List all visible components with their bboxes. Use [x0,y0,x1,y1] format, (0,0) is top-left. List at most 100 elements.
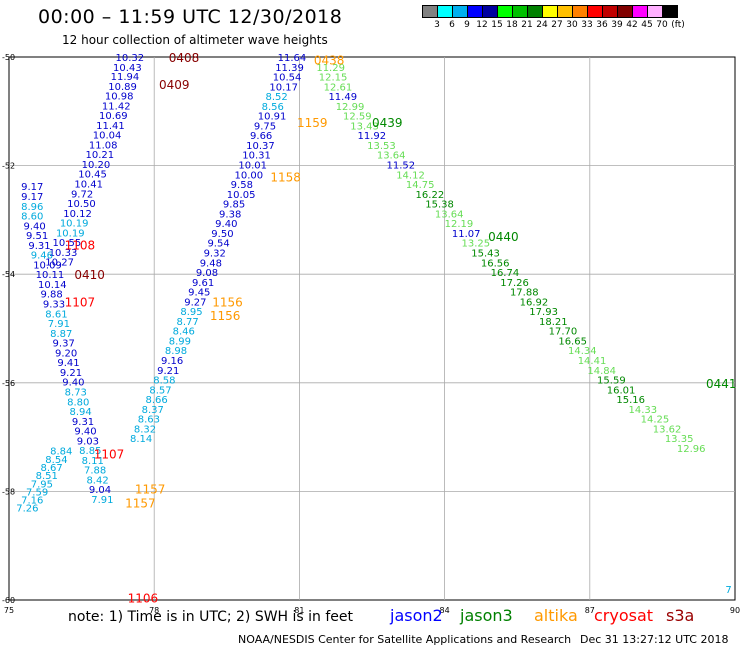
swh-value: 11.52 [387,161,416,172]
swh-value: 10.50 [67,199,96,210]
pass-time-label: 0408 [169,51,200,65]
swh-value: 14.25 [641,415,670,426]
swh-value: 14.34 [568,346,597,357]
swh-value: 9.33 [43,300,65,311]
swh-value: 9.37 [53,339,75,350]
swh-value: 16.74 [491,268,520,279]
swh-value: 10.12 [63,209,92,220]
swh-value: 8.54 [45,455,67,466]
y-tick-label: -56 [2,379,15,388]
swh-value: 16.56 [481,258,510,269]
swh-value: 9.48 [200,258,222,269]
swh-value: 8.58 [153,376,175,387]
color-scale-labels: 3 6 9 12 15 18 21 24 27 30 33 36 39 42 45 70 (ft) [422,20,685,34]
swh-value: 10.04 [93,131,122,142]
x-tick-label: 84 [440,606,450,615]
swh-value: 8.85 [79,446,101,457]
color-scale-label: 9 [464,20,470,30]
swh-value: 7.59 [26,487,48,498]
swh-value: 10.17 [269,82,298,93]
footer-timestamp: Dec 31 13:27:12 UTC 2018 [580,633,729,646]
color-scale-swatches [422,5,678,18]
swh-value: 9.08 [196,268,218,279]
swh-value: 9.21 [60,368,82,379]
swh-value: 10.55 [53,238,82,249]
swh-value: 8.87 [50,329,72,340]
swh-value: 8.56 [262,102,284,113]
swh-value: 9.31 [72,417,94,428]
swh-value: 9.54 [207,239,229,250]
swh-value: 13.64 [435,209,464,220]
swh-value: 13.53 [367,141,396,152]
pass-time-label: 0409 [159,78,190,92]
swh-value: 17.88 [510,288,539,299]
color-scale: 3 6 9 12 15 18 21 24 27 30 33 36 39 42 45 70 (ft) [422,5,685,34]
swh-value: 8.57 [149,385,171,396]
swh-value: 10.20 [82,160,111,171]
swh-value: 15.38 [425,200,454,211]
swh-value: 16.22 [416,190,445,201]
swh-value: 12.19 [445,219,474,230]
swh-value: 9.61 [192,278,214,289]
swh-value: 13.64 [377,151,406,162]
pass-time-label: 1106 [128,591,159,605]
swh-value: 9.40 [215,219,237,230]
swh-value: 8.51 [36,471,58,482]
legend-jason3: jason3 [460,606,513,625]
swh-value: 9.46 [31,251,53,262]
color-scale-label: 33 [581,20,593,30]
swh-value: 14.75 [406,180,435,191]
pass-time-label: 1156 [210,309,241,323]
swh-value: 10.00 [235,170,264,181]
swh-value: 7.88 [84,466,106,477]
swh-value: 10.54 [273,73,302,84]
pass-time-label: 1157 [125,496,156,510]
swh-value: 8.84 [50,447,72,458]
swh-value: 9.38 [219,209,241,220]
swh-value: 16.65 [558,336,587,347]
swh-value: 11.39 [275,63,304,74]
swh-value: 15.59 [597,376,626,387]
color-scale-label: 42 [626,20,638,30]
color-scale-label: 3 [434,20,440,30]
swh-value: 8.99 [169,336,191,347]
swh-value: 10.41 [74,180,103,191]
swh-value: 13.25 [462,239,491,250]
swh-value: 7 [725,585,731,596]
legend-altika: altika [534,606,578,625]
color-scale-label: 70 [656,20,668,30]
swh-value: 16.92 [520,297,549,308]
swh-value: 17.70 [549,327,578,338]
swh-value: 12.15 [319,73,348,84]
swh-value: 16.01 [607,385,636,396]
swh-value: 10.19 [56,228,85,239]
swh-value: 9.32 [204,248,226,259]
y-tick-label: -50 [2,53,15,62]
swh-value: 10.11 [36,270,65,281]
swh-value: 9.88 [40,290,62,301]
swh-value: 9.41 [57,358,79,369]
swh-value: 13.43 [350,121,379,132]
swh-value: 10.19 [60,219,89,230]
swh-value: 10.27 [45,258,74,269]
swh-value: 8.80 [67,397,89,408]
swh-value: 9.75 [254,121,276,132]
color-scale-label: 6 [449,20,455,30]
swh-value: 14.12 [396,170,425,181]
swh-value: 10.45 [78,170,107,181]
swh-value: 10.21 [85,150,114,161]
legend-cryosat: cryosat [594,606,654,625]
color-scale-label: 27 [551,20,563,30]
color-scale-label: 30 [566,20,578,30]
swh-value: 9.31 [28,241,50,252]
pass-time-label: 0438 [314,54,345,68]
swh-value: 12.96 [677,444,706,455]
swh-value: 12.61 [324,82,353,93]
pass-time-label: 0439 [372,116,403,130]
swh-value: 11.94 [111,72,140,83]
swh-value: 9.58 [231,180,253,191]
swh-value: 8.63 [138,415,160,426]
swh-value: 11.49 [328,92,357,103]
swh-value: 10.69 [99,111,128,122]
swh-value: 7.26 [16,504,38,515]
